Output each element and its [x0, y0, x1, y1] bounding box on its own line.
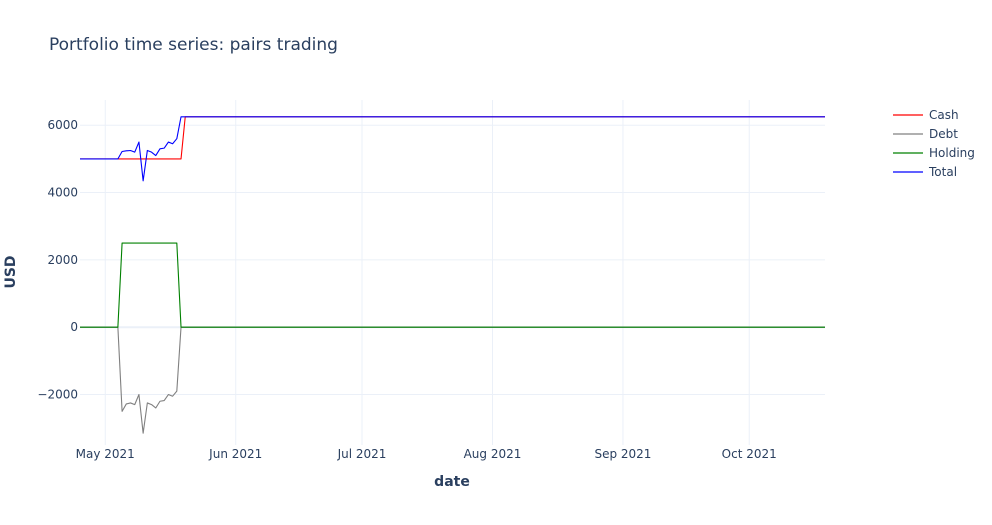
y-tick-label: 2000	[47, 253, 78, 267]
y-tick-label: −2000	[37, 388, 78, 402]
x-tick-labels: May 2021 Jun 2021 Jul 2021 Aug 2021 Sep 2021…	[76, 447, 777, 461]
x-tick-label: Jul 2021	[337, 447, 387, 461]
x-tick-label: Oct 2021	[722, 447, 777, 461]
legend[interactable]: Cash Debt Holding Total	[893, 108, 975, 179]
chart-title: Portfolio time series: pairs trading	[49, 35, 338, 55]
series-line-debt	[80, 326, 825, 434]
legend-label: Debt	[929, 127, 958, 141]
legend-label: Total	[928, 165, 957, 179]
y-tick-label: 0	[70, 320, 78, 334]
y-tick-label: 4000	[47, 186, 78, 200]
series-layer	[80, 116, 825, 434]
y-tick-label: 6000	[47, 118, 78, 132]
y-axis-title: USD	[3, 255, 19, 288]
x-tick-label: Jun 2021	[208, 447, 262, 461]
x-tick-label: Sep 2021	[594, 447, 651, 461]
series-line-holding	[80, 242, 825, 328]
legend-label: Holding	[929, 146, 975, 160]
legend-item-total[interactable]: Total	[893, 165, 957, 179]
series-line-total	[80, 116, 825, 182]
legend-item-cash[interactable]: Cash	[893, 108, 959, 122]
legend-item-debt[interactable]: Debt	[893, 127, 958, 141]
x-tick-label: Aug 2021	[464, 447, 522, 461]
x-axis-title: date	[434, 474, 470, 490]
legend-item-holding[interactable]: Holding	[893, 146, 975, 160]
x-tick-label: May 2021	[76, 447, 135, 461]
legend-label: Cash	[929, 108, 959, 122]
y-tick-labels: −2000 0 2000 4000 6000	[37, 118, 78, 401]
